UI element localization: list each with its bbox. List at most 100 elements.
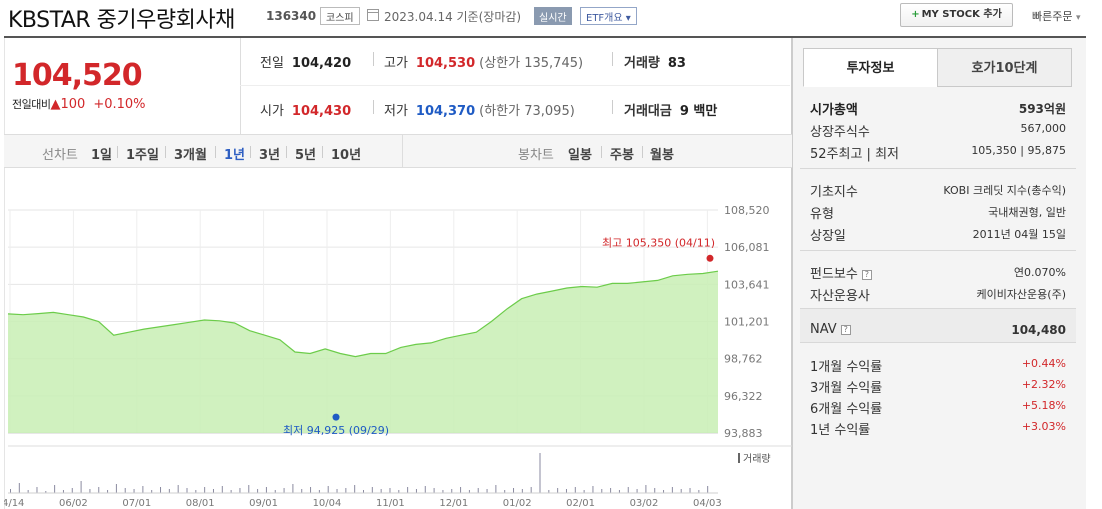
week52-row: 52주최고 | 최저 105,350 | 95,875 bbox=[800, 140, 1076, 162]
x-tick-label: 03/02 bbox=[630, 498, 659, 509]
chevron-down-icon: ▾ bbox=[1075, 13, 1081, 23]
prev-close-stat: 전일 104,420 bbox=[260, 52, 351, 71]
high-value: 104,530 bbox=[415, 56, 476, 71]
candle-monthly[interactable]: 월봉 bbox=[650, 148, 674, 163]
volume-bar bbox=[257, 489, 259, 493]
low-label: 저가 bbox=[384, 104, 408, 119]
nav-label: NAV bbox=[810, 322, 837, 337]
volume-legend-mark bbox=[738, 453, 740, 463]
volume-bar bbox=[539, 453, 541, 493]
volume-bar bbox=[433, 488, 435, 493]
high-stat: 고가 104,530 (상한가 135,745) bbox=[384, 52, 583, 71]
quick-order-menu[interactable]: 빠른주문 ▾ bbox=[1032, 8, 1081, 24]
volume-bar bbox=[627, 487, 629, 493]
chart-type-divider bbox=[402, 135, 403, 167]
max-label: 최고 105,350 (04/11) bbox=[602, 236, 715, 249]
volume-bar bbox=[504, 490, 506, 493]
volume-bar bbox=[230, 490, 232, 493]
candle-daily[interactable]: 일봉 bbox=[568, 148, 592, 163]
open-stat: 시가 104,430 bbox=[260, 100, 351, 119]
period-divider bbox=[286, 146, 287, 158]
return-1y-row: 1년 수익률 +3.03% bbox=[800, 416, 1076, 438]
volume-bar bbox=[292, 484, 294, 493]
tab-order-book[interactable]: 호가10단계 bbox=[937, 48, 1072, 87]
etf-name: KBSTAR 중기우량회사채 bbox=[8, 8, 235, 33]
volume-bar bbox=[407, 487, 409, 493]
y-tick-label: 108,520 bbox=[724, 204, 770, 217]
volume-bar bbox=[442, 490, 444, 493]
period-5y[interactable]: 5년 bbox=[295, 148, 317, 163]
volume-bar bbox=[389, 488, 391, 493]
volume-bar bbox=[45, 491, 47, 493]
info-panel: 투자정보 호가10단계 bbox=[792, 38, 1086, 509]
market-cap-row: 시가총액 593억원 bbox=[800, 96, 1076, 118]
realtime-button[interactable]: 실시간 bbox=[534, 7, 572, 25]
week52-value: 105,350 | 95,875 bbox=[971, 144, 1066, 157]
volume-bar bbox=[557, 488, 559, 493]
y-tick-label: 98,762 bbox=[724, 353, 763, 366]
return-1m-row: 1개월 수익률 +0.44% bbox=[800, 353, 1076, 375]
help-icon[interactable]: ? bbox=[861, 270, 872, 280]
tab-investment-info[interactable]: 투자정보 bbox=[803, 48, 938, 87]
low-value: 104,370 bbox=[415, 104, 476, 119]
candle-chart-label: 봉차트 bbox=[518, 148, 554, 163]
add-mystock-button[interactable]: + MY STOCK 추가 bbox=[900, 3, 1013, 27]
volume-bar bbox=[221, 486, 223, 493]
volume-bar bbox=[574, 487, 576, 493]
volume-bar bbox=[636, 489, 638, 493]
market-cap-label: 시가총액 bbox=[810, 103, 858, 118]
volume-bar bbox=[327, 486, 329, 493]
volume-bar bbox=[212, 489, 214, 493]
ticker-code: 136340 bbox=[266, 9, 317, 23]
price-change: 전일대비▲100 +0.10% bbox=[12, 96, 146, 112]
price-chart[interactable]: 108,520 106,081 103,641 101,201 98,762 96,322… bbox=[4, 168, 792, 509]
volume-bar bbox=[460, 487, 462, 493]
period-10y[interactable]: 10년 bbox=[331, 148, 362, 163]
volume-bar bbox=[336, 489, 338, 493]
info-divider bbox=[800, 250, 1076, 251]
volume-bar bbox=[36, 487, 38, 493]
volume-bar bbox=[274, 490, 276, 493]
volume-bar bbox=[301, 489, 303, 493]
volume-bar bbox=[62, 490, 64, 493]
x-tick-label: 09/01 bbox=[249, 498, 278, 509]
volume-bar bbox=[424, 486, 426, 493]
volume-bar bbox=[689, 488, 691, 493]
period-3m[interactable]: 3개월 bbox=[174, 148, 207, 163]
change-percent: +0.10% bbox=[93, 97, 146, 112]
volume-bar bbox=[98, 487, 100, 493]
volume-bar bbox=[371, 487, 373, 493]
current-price-box: 104,520 전일대비▲100 +0.10% bbox=[4, 38, 240, 134]
volume-bar bbox=[142, 486, 144, 493]
period-1d[interactable]: 1일 bbox=[91, 148, 113, 163]
volume-bar bbox=[27, 490, 29, 493]
x-tick-label: 11/01 bbox=[376, 498, 405, 509]
period-1y[interactable]: 1년 bbox=[224, 148, 246, 163]
volume-bar bbox=[204, 487, 206, 493]
info-divider bbox=[800, 168, 1076, 169]
volume-bar bbox=[583, 490, 585, 493]
x-tick-label: 06/02 bbox=[59, 498, 88, 509]
volume-bar bbox=[89, 489, 91, 493]
shares-value: 567,000 bbox=[1020, 122, 1067, 135]
index-label: 기초지수 bbox=[810, 185, 858, 200]
volume-bar bbox=[610, 488, 612, 493]
etf-overview-label: ETF개요 bbox=[586, 13, 623, 24]
volume-bar bbox=[521, 489, 523, 493]
add-mystock-label: MY STOCK 추가 bbox=[921, 9, 1002, 20]
index-row: 기초지수 KOBI 크레딧 지수(총수익) bbox=[800, 178, 1076, 200]
volume-bar bbox=[177, 485, 179, 493]
listing-value: 2011년 04월 15일 bbox=[972, 228, 1066, 241]
stat-divider bbox=[373, 52, 374, 66]
x-tick-label: 10/04 bbox=[313, 498, 342, 509]
help-icon[interactable]: ? bbox=[840, 325, 851, 335]
volume-stat: 거래량 83 bbox=[624, 52, 686, 71]
period-1w[interactable]: 1주일 bbox=[126, 148, 159, 163]
etf-overview-dropdown[interactable]: ETF개요 ▾ bbox=[580, 7, 637, 25]
volume-bar bbox=[654, 488, 656, 493]
volume-bar bbox=[265, 487, 267, 493]
candle-weekly[interactable]: 주봉 bbox=[610, 148, 634, 163]
return-6m-value: +5.18% bbox=[1021, 399, 1066, 412]
volume-bar bbox=[133, 489, 135, 493]
period-3y[interactable]: 3년 bbox=[259, 148, 281, 163]
